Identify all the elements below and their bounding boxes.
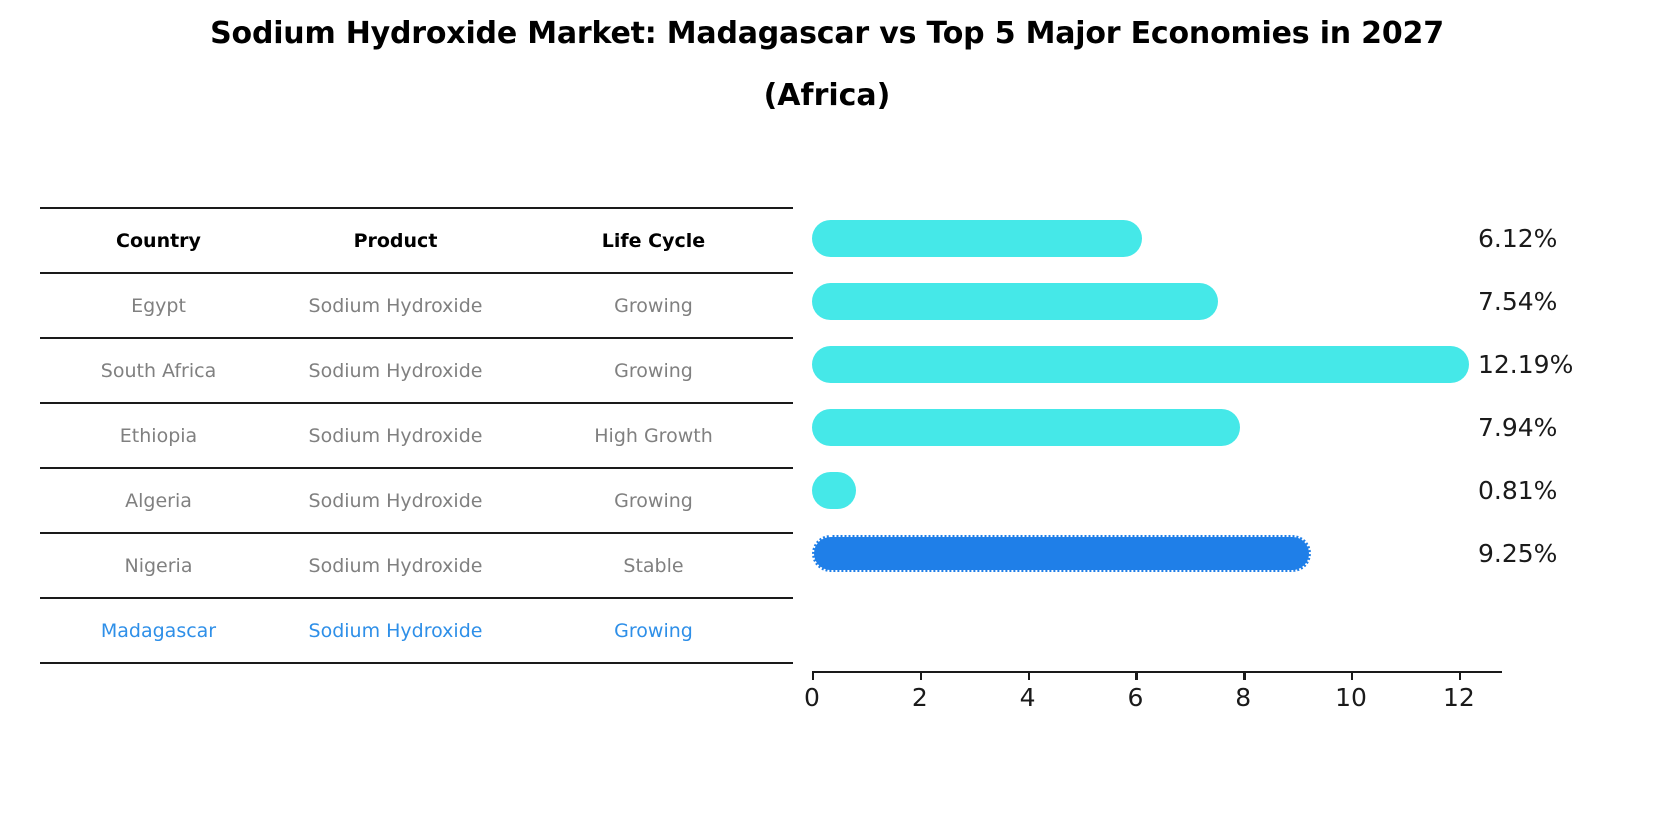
x-axis-tick <box>1243 671 1246 680</box>
bar[interactable] <box>812 220 1142 257</box>
cell-product: Sodium Hydroxide <box>277 273 514 339</box>
bar[interactable] <box>812 409 1241 446</box>
cell-life-cycle: Growing <box>514 338 793 404</box>
bar-row: 7.54% <box>812 270 1557 333</box>
table-body: Egypt Sodium Hydroxide Growing South Africa… <box>40 273 793 664</box>
cell-product: Sodium Hydroxide <box>277 533 514 599</box>
x-axis-tick-label: 8 <box>1235 683 1252 712</box>
table-row: Egypt Sodium Hydroxide Growing <box>40 273 793 339</box>
bar-value-label: 7.94% <box>1478 413 1558 442</box>
x-axis: 0 2 4 6 8 10 12 <box>804 671 1502 731</box>
x-axis-tick-label: 10 <box>1335 683 1367 712</box>
column-header-life-cycle: Life Cycle <box>514 207 793 274</box>
cell-country: Madagascar <box>40 598 277 664</box>
cell-product: Sodium Hydroxide <box>277 468 514 534</box>
x-axis-tick <box>1351 671 1354 680</box>
x-axis-tick-label: 4 <box>1019 683 1036 712</box>
x-axis-line <box>812 671 1502 674</box>
column-header-product: Product <box>277 207 514 274</box>
cell-country: Algeria <box>40 468 277 534</box>
page-subtitle: (Africa) <box>763 78 891 113</box>
table-row: Nigeria Sodium Hydroxide Stable <box>40 533 793 599</box>
table-row: South Africa Sodium Hydroxide Growing <box>40 338 793 404</box>
table-header-row: Country Product Life Cycle <box>40 207 793 274</box>
bar-row: 0.81% <box>812 459 1557 522</box>
cell-product: Sodium Hydroxide <box>277 338 514 404</box>
bar-row: 12.19% <box>812 333 1573 396</box>
bar-row: 9.25% <box>812 522 1557 585</box>
spec-table-panel: Country Product Life Cycle Egypt Sodium H… <box>40 207 793 664</box>
x-axis-tick-label: 6 <box>1127 683 1144 712</box>
bar[interactable] <box>812 472 856 509</box>
x-axis-tick <box>919 671 923 680</box>
cell-life-cycle: High Growth <box>514 403 793 469</box>
bar-value-label: 6.12% <box>1478 224 1558 253</box>
cell-country: Nigeria <box>40 533 277 599</box>
bar-row: 7.94% <box>812 396 1557 459</box>
cell-life-cycle: Stable <box>514 533 793 599</box>
bar[interactable] <box>812 346 1470 383</box>
cell-country: Ethiopia <box>40 403 277 469</box>
x-axis-tick <box>1027 671 1031 680</box>
table-row: Ethiopia Sodium Hydroxide High Growth <box>40 403 793 469</box>
bar-row: 6.12% <box>812 207 1557 270</box>
cell-life-cycle: Growing <box>514 598 793 664</box>
table-row: Algeria Sodium Hydroxide Growing <box>40 468 793 534</box>
x-axis-tick-label: 12 <box>1442 683 1475 712</box>
bar[interactable] <box>812 283 1219 320</box>
bar-value-label: 12.19% <box>1478 350 1574 379</box>
country-spec-table: Country Product Life Cycle Egypt Sodium H… <box>40 207 793 664</box>
bar-highlight[interactable] <box>812 535 1311 572</box>
bar-value-label: 7.54% <box>1478 287 1558 316</box>
cell-country: South Africa <box>40 338 277 404</box>
page-title: Sodium Hydroxide Market: Madagascar vs T… <box>210 16 1444 51</box>
cell-life-cycle: Growing <box>514 468 793 534</box>
cell-country: Egypt <box>40 273 277 339</box>
x-axis-tick <box>1135 671 1138 680</box>
x-axis-tick-label: 0 <box>804 683 820 712</box>
x-axis-tick <box>812 671 815 680</box>
cell-product: Sodium Hydroxide <box>277 598 514 664</box>
cell-product: Sodium Hydroxide <box>277 403 514 469</box>
x-axis-tick-label: 2 <box>911 683 928 712</box>
cell-life-cycle: Growing <box>514 273 793 339</box>
chart-title-block: Sodium Hydroxide Market: Madagascar vs T… <box>0 12 1654 118</box>
bar-value-label: 9.25% <box>1478 539 1558 568</box>
bar-chart-panel: 6.12% 7.54% 12.19% 7.94% 0.81% 9.25% <box>812 207 1573 677</box>
x-axis-tick <box>1458 671 1462 680</box>
table-row: Madagascar Sodium Hydroxide Growing <box>40 598 793 664</box>
bar-value-label: 0.81% <box>1478 476 1558 505</box>
column-header-country: Country <box>40 207 277 274</box>
table-head: Country Product Life Cycle <box>40 207 793 274</box>
